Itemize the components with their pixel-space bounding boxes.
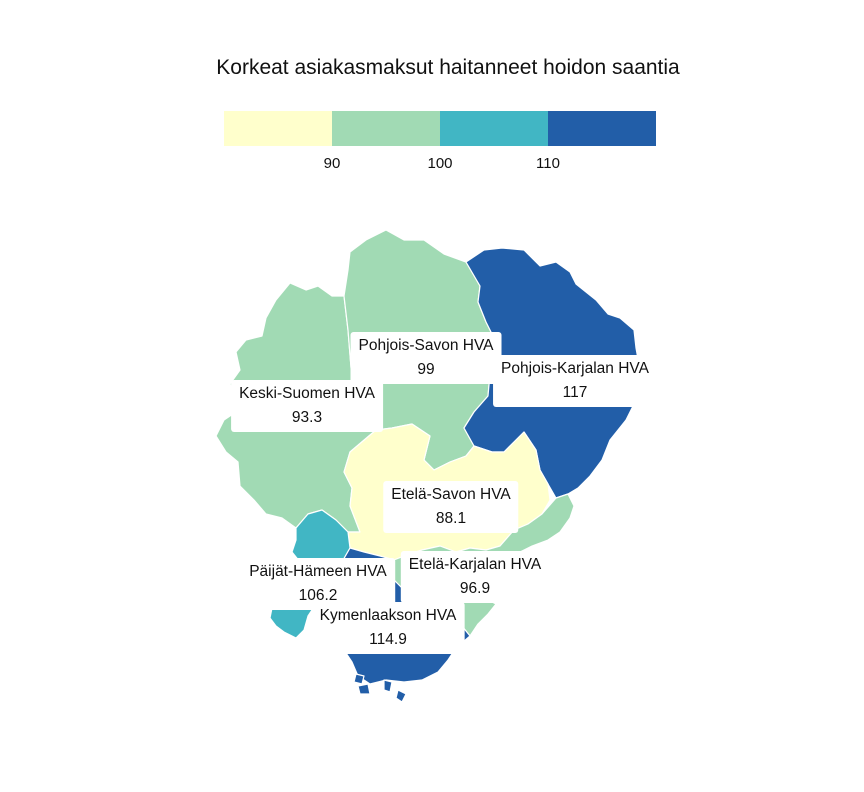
label-name: Päijät-Hämeen HVA [249, 563, 387, 580]
legend-tick-2: 100 [427, 155, 453, 172]
label-etela-savo: Etelä-Savon HVA 88.1 [383, 481, 519, 533]
legend-swatch-4 [548, 111, 656, 146]
label-name: Keski-Suomen HVA [239, 385, 375, 402]
legend-swatch-3 [440, 111, 548, 146]
label-name: Etelä-Karjalan HVA [408, 556, 542, 573]
label-pohjois-savo: Pohjois-Savon HVA 99 [350, 332, 502, 384]
label-paijat-hame: Päijät-Hämeen HVA 106.2 [241, 558, 395, 610]
color-legend: 90 100 110 [224, 111, 656, 172]
legend-tick-1: 90 [323, 155, 341, 172]
label-value: 117 [562, 384, 588, 401]
label-keski-suomi: Keski-Suomen HVA 93.3 [231, 380, 383, 432]
legend-tick-3: 110 [536, 155, 560, 172]
map-title: Korkeat asiakasmaksut haitanneet hoidon … [216, 56, 680, 79]
label-name: Pohjois-Savon HVA [358, 337, 494, 354]
label-value: 93.3 [291, 409, 323, 426]
legend-swatch-2 [332, 111, 440, 146]
label-value: 114.9 [369, 631, 407, 648]
label-value: 88.1 [435, 510, 467, 527]
label-value: 99 [417, 361, 435, 378]
label-etela-karjala: Etelä-Karjalan HVA 96.9 [400, 551, 550, 603]
label-value: 96.9 [459, 580, 491, 597]
label-name: Pohjois-Karjalan HVA [501, 360, 649, 377]
label-pohjois-karjala: Pohjois-Karjalan HVA 117 [493, 355, 657, 407]
region-kymenlaakso-island [353, 673, 407, 703]
label-name: Kymenlaakson HVA [319, 607, 457, 624]
label-name: Etelä-Savon HVA [391, 486, 511, 503]
label-value: 106.2 [298, 587, 338, 604]
legend-swatch-1 [224, 111, 332, 146]
label-kymenlaakso: Kymenlaakson HVA 114.9 [311, 602, 465, 654]
